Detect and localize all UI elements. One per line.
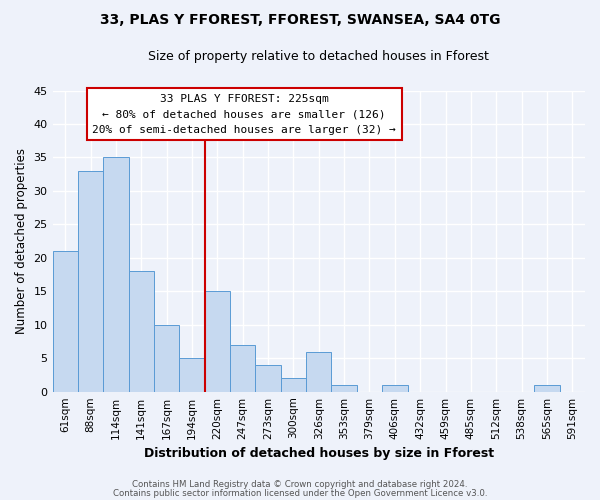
Bar — [230, 345, 256, 392]
Text: 33, PLAS Y FFOREST, FFOREST, SWANSEA, SA4 0TG: 33, PLAS Y FFOREST, FFOREST, SWANSEA, SA… — [100, 12, 500, 26]
Title: Size of property relative to detached houses in Fforest: Size of property relative to detached ho… — [148, 50, 489, 63]
Bar — [331, 385, 357, 392]
Text: Contains HM Land Registry data © Crown copyright and database right 2024.: Contains HM Land Registry data © Crown c… — [132, 480, 468, 489]
Bar — [205, 292, 230, 392]
Bar — [179, 358, 205, 392]
Y-axis label: Number of detached properties: Number of detached properties — [15, 148, 28, 334]
Bar — [154, 325, 179, 392]
Text: Contains public sector information licensed under the Open Government Licence v3: Contains public sector information licen… — [113, 488, 487, 498]
Bar — [306, 352, 331, 392]
Bar — [534, 385, 560, 392]
Bar — [256, 365, 281, 392]
Bar — [382, 385, 407, 392]
Bar — [128, 271, 154, 392]
X-axis label: Distribution of detached houses by size in Fforest: Distribution of detached houses by size … — [144, 447, 494, 460]
Bar — [281, 378, 306, 392]
Bar — [53, 251, 78, 392]
Bar — [78, 171, 103, 392]
Text: 33 PLAS Y FFOREST: 225sqm
← 80% of detached houses are smaller (126)
20% of semi: 33 PLAS Y FFOREST: 225sqm ← 80% of detac… — [92, 94, 396, 135]
Bar — [103, 158, 128, 392]
